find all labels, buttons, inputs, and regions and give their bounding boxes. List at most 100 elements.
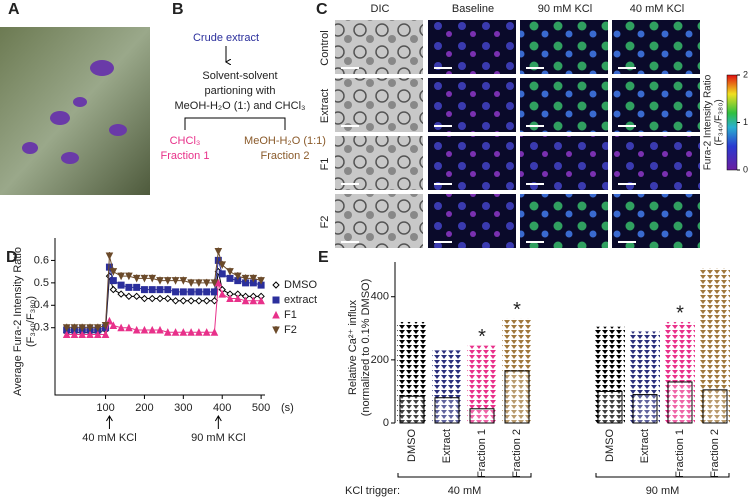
x-tick-label: Fraction 1 [476,429,488,478]
marker [187,278,195,287]
data-points [432,350,462,423]
plant-photo [0,27,150,195]
marker [226,274,234,282]
flowers [22,60,127,164]
marker [78,323,87,332]
marker [148,294,156,303]
panel-label: B [172,1,184,18]
micrograph [520,20,608,74]
y-axis-label: (F₃₄₀/F₃₈₀) [25,296,37,347]
marker [203,288,211,296]
marker [109,321,118,329]
scheme-right: MeOH-H₂O (1:1) [244,135,326,147]
scheme-right: Fraction 2 [261,150,310,162]
marker [195,288,203,296]
x-tick-label: Fraction 1 [674,429,686,478]
marker [210,297,219,305]
marker [210,288,218,296]
marker [257,296,265,305]
marker [125,283,133,291]
marker [195,328,203,336]
marker [86,330,94,338]
marker [156,286,164,294]
legend-marker [272,296,280,304]
bar [469,408,495,424]
x-tick-label: Extract [639,429,651,463]
marker [117,290,125,298]
marker [233,294,242,303]
marker [125,292,133,301]
series-line [66,282,262,335]
marker [132,325,141,334]
x-tick-label: 500 [252,402,270,414]
colorbar-label: (F₃₄₀/F₃₈₀) [714,99,725,145]
marker [172,288,180,296]
marker [133,283,141,291]
scheme-text: partioning with [205,85,276,97]
group-bracket [595,473,730,478]
marker [62,323,71,332]
y-tick-label: 0.3 [34,322,49,334]
x-tick-label: Fraction 2 [709,429,721,478]
marker [105,251,114,261]
panel-label: C [316,1,328,18]
significance: * [513,299,521,321]
marker [195,297,203,305]
marker [140,294,149,303]
data-points [467,345,497,423]
micrograph [428,136,516,190]
row-label: F2 [319,216,331,229]
x-tick-label: DMSO [406,429,418,462]
y-tick-label: 0.5 [34,277,49,289]
scheme-left: Fraction 1 [161,150,210,162]
marker [62,330,71,338]
annotation-arrow [106,415,113,429]
marker [210,278,219,287]
marker [187,297,195,305]
image-grid: DIC Baseline 90 mM KCl 40 mM KCl Control Extr… [319,3,748,248]
micrograph [612,78,700,132]
micrograph [520,136,608,190]
scheme-text: Solvent-solvent [202,70,277,82]
marker [117,323,125,332]
micrograph [520,194,608,248]
marker [132,274,141,283]
marker [202,328,211,336]
x-tick-label: 200 [135,402,153,414]
column-header: 90 mM KCl [538,3,592,15]
marker [117,281,125,289]
marker [148,286,156,294]
micrograph [612,194,700,248]
micrograph [612,20,700,74]
axes [54,238,265,396]
bar-chart: 0 200 400 Relative Ca²⁺ influx (normalized t… [345,262,730,497]
marker [257,276,265,285]
marker [70,323,79,332]
row-label: Control [319,30,331,65]
annotation: 90 mM KCl [191,432,245,444]
marker [163,328,172,336]
group-title: KCl trigger: [345,485,400,497]
marker [179,297,188,305]
micrograph [428,20,516,74]
x-tick-label: 400 [213,402,231,414]
bar [667,381,693,424]
bar [702,389,728,424]
micrograph [428,78,516,132]
legend-label: extract [284,294,317,306]
annotation-arrow [214,415,222,429]
panel-label: A [8,1,20,18]
data-points [700,268,730,423]
marker [171,328,180,336]
scheme-left: CHCl₃ [170,135,201,147]
panel-label: E [318,249,329,266]
annotation: 40 mM KCl [82,432,136,444]
legend-label: F1 [284,309,297,321]
colorbar-label: Fura-2 Intensity Ratio [703,74,714,170]
column-header: 40 mM KCl [630,3,684,15]
marker [101,330,110,338]
x-axis-label: (s) [281,402,294,414]
marker [164,286,172,294]
x-tick-label: DMSO [604,429,616,462]
column-header: Baseline [452,3,494,15]
